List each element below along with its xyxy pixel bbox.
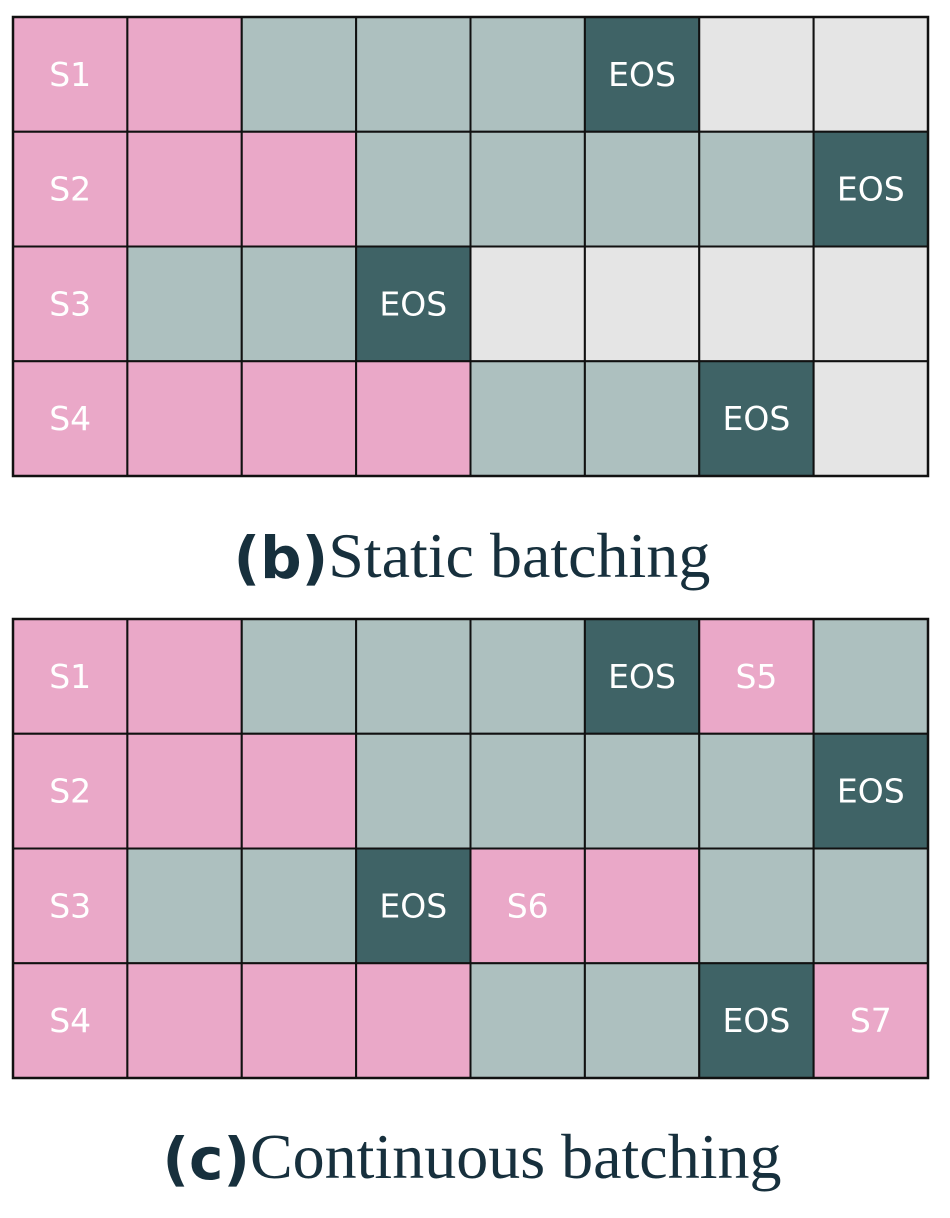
cell [469,732,586,850]
cell-label: S4 [49,399,91,438]
cell [355,360,472,477]
cell-label: EOS [723,1001,791,1040]
cell [469,962,586,1079]
cell [126,618,243,735]
grid-border [11,15,930,478]
cell [583,130,701,248]
cell [698,360,815,477]
cell [12,618,129,735]
cell-label: EOS [608,657,676,696]
cell [12,847,129,965]
cell-label: S7 [850,1001,892,1040]
cell [698,732,815,850]
cell [812,732,929,850]
cell [583,732,701,850]
cell [698,847,815,965]
cell-label: S1 [49,657,91,696]
cell [126,962,243,1079]
cell [126,130,243,248]
panel: S1 EOS S5 S2 EOS S3 EOS S6 S4 EOS S7 (c)Continuous … [11,617,930,1193]
caption: (b)Static batching [234,520,711,592]
cell [812,618,929,735]
caption: (c)Continuous batching [163,1121,782,1193]
caption-tag: (b) [234,524,329,592]
cell [240,847,358,965]
cell [469,245,586,363]
cell [469,618,586,735]
cell [126,732,243,850]
cell [240,618,358,735]
cell [240,16,358,133]
cell [698,16,815,133]
cell [126,16,243,133]
cell [355,962,472,1079]
cell [469,360,586,477]
cell [698,618,815,735]
cell [355,130,472,248]
cell [240,360,358,477]
cell [355,16,472,133]
cell [126,245,243,363]
cell-label: EOS [608,55,676,94]
cell [126,847,243,965]
cell [12,732,129,850]
cell [698,130,815,248]
cell [355,245,472,363]
cell [812,360,929,477]
cell [12,16,129,133]
cell-label: S3 [49,886,91,925]
cell-label: S2 [49,170,91,209]
cell-label: EOS [379,886,447,925]
cell-label: EOS [837,772,905,811]
cell-label: EOS [379,284,447,323]
cell [240,245,358,363]
cell-label: S6 [507,886,549,925]
cell [469,847,586,965]
cell-label: S4 [49,1001,91,1040]
cell [583,245,701,363]
cell [469,16,586,133]
cell [240,732,358,850]
cell [583,618,701,735]
cell-label: S5 [735,657,777,696]
cell-label: S2 [49,772,91,811]
cell-label: EOS [723,399,791,438]
cell [583,847,701,965]
cell-label: S1 [49,55,91,94]
cell [812,245,929,363]
cell [812,16,929,133]
cell [355,618,472,735]
cell [240,130,358,248]
cell [812,847,929,965]
cell [355,847,472,965]
cell [698,962,815,1079]
cell [12,130,129,248]
cell-label: EOS [837,170,905,209]
cell [12,962,129,1079]
cell [583,360,701,477]
caption-text: Continuous batching [250,1121,782,1192]
cell [469,130,586,248]
cell [698,245,815,363]
cell [126,360,243,477]
cell [240,962,358,1079]
cell [583,962,701,1079]
grid-border [11,617,930,1080]
cell-label: S3 [49,284,91,323]
cell [583,16,701,133]
cell [355,732,472,850]
caption-tag: (c) [163,1125,250,1193]
caption-text: Static batching [328,520,710,591]
panel: S1 EOS S2 EOS S3 EOS S4 EOS (b)Static batching [11,15,930,592]
